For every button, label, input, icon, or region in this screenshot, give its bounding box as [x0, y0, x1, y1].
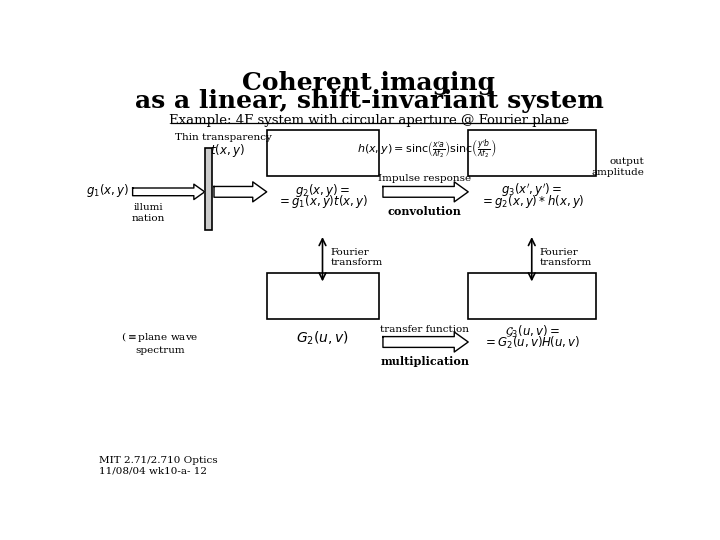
- Bar: [204, 148, 212, 231]
- Bar: [266, 130, 379, 177]
- Text: Example: 4F system with circular aperture @ Fourier plane: Example: 4F system with circular apertur…: [169, 114, 569, 127]
- Text: $= g_1(x, y)t(x, y)$: $= g_1(x, y)t(x, y)$: [277, 193, 369, 210]
- Text: $g_3(x', y') =$: $g_3(x', y') =$: [501, 182, 563, 199]
- Text: Coherent imaging: Coherent imaging: [243, 71, 495, 95]
- Text: $g_2(x, y) =$: $g_2(x, y) =$: [295, 182, 351, 199]
- Text: Thin transparency: Thin transparency: [175, 132, 272, 141]
- Text: $= g_2(x, y)* h(x, y)$: $= g_2(x, y)* h(x, y)$: [480, 193, 585, 210]
- Text: convolution: convolution: [388, 206, 462, 217]
- Text: output
amplitude: output amplitude: [591, 157, 644, 177]
- Text: as a linear, shift-invariant system: as a linear, shift-invariant system: [135, 90, 603, 113]
- Text: Fourier
transform: Fourier transform: [330, 248, 382, 267]
- Polygon shape: [214, 182, 266, 202]
- Text: Fourier
transform: Fourier transform: [539, 248, 592, 267]
- Text: illumi
nation: illumi nation: [132, 204, 165, 223]
- Text: $t(x, y)$: $t(x, y)$: [210, 142, 245, 159]
- Text: $g_1(x, y)$: $g_1(x, y)$: [86, 182, 129, 199]
- Text: Impulse response: Impulse response: [378, 174, 472, 183]
- Polygon shape: [383, 182, 468, 202]
- Text: $\mathcal{G}_3(u, v) =$: $\mathcal{G}_3(u, v) =$: [505, 325, 559, 340]
- Text: multiplication: multiplication: [380, 356, 469, 367]
- Text: $G_2(u,v)$: $G_2(u,v)$: [297, 329, 349, 347]
- Text: MIT 2.71/2.710 Optics
11/08/04 wk10-a- 12: MIT 2.71/2.710 Optics 11/08/04 wk10-a- 1…: [99, 456, 218, 475]
- Bar: [468, 273, 596, 319]
- Text: $= G_2(u,v)H(u,v)$: $= G_2(u,v)H(u,v)$: [483, 335, 581, 351]
- Polygon shape: [383, 332, 468, 352]
- Bar: [468, 130, 596, 177]
- Text: ($\equiv$plane wave
spectrum: ($\equiv$plane wave spectrum: [121, 330, 199, 355]
- Bar: [266, 273, 379, 319]
- Text: transfer function: transfer function: [380, 325, 469, 334]
- Text: $h(x,y) = \mathrm{sinc}\left(\frac{x'a}{\lambda f_2}\right)\mathrm{sinc}\left(\f: $h(x,y) = \mathrm{sinc}\left(\frac{x'a}{…: [357, 138, 497, 161]
- Polygon shape: [132, 184, 204, 200]
